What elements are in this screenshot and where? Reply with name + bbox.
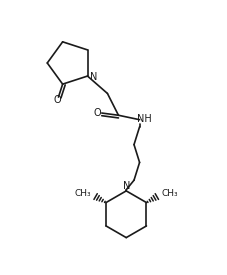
Text: NH: NH: [136, 114, 151, 124]
Text: O: O: [94, 108, 101, 118]
Text: CH₃: CH₃: [161, 189, 178, 198]
Text: N: N: [122, 181, 129, 191]
Text: O: O: [53, 95, 61, 106]
Text: CH₃: CH₃: [74, 189, 91, 198]
Text: N: N: [90, 72, 97, 82]
